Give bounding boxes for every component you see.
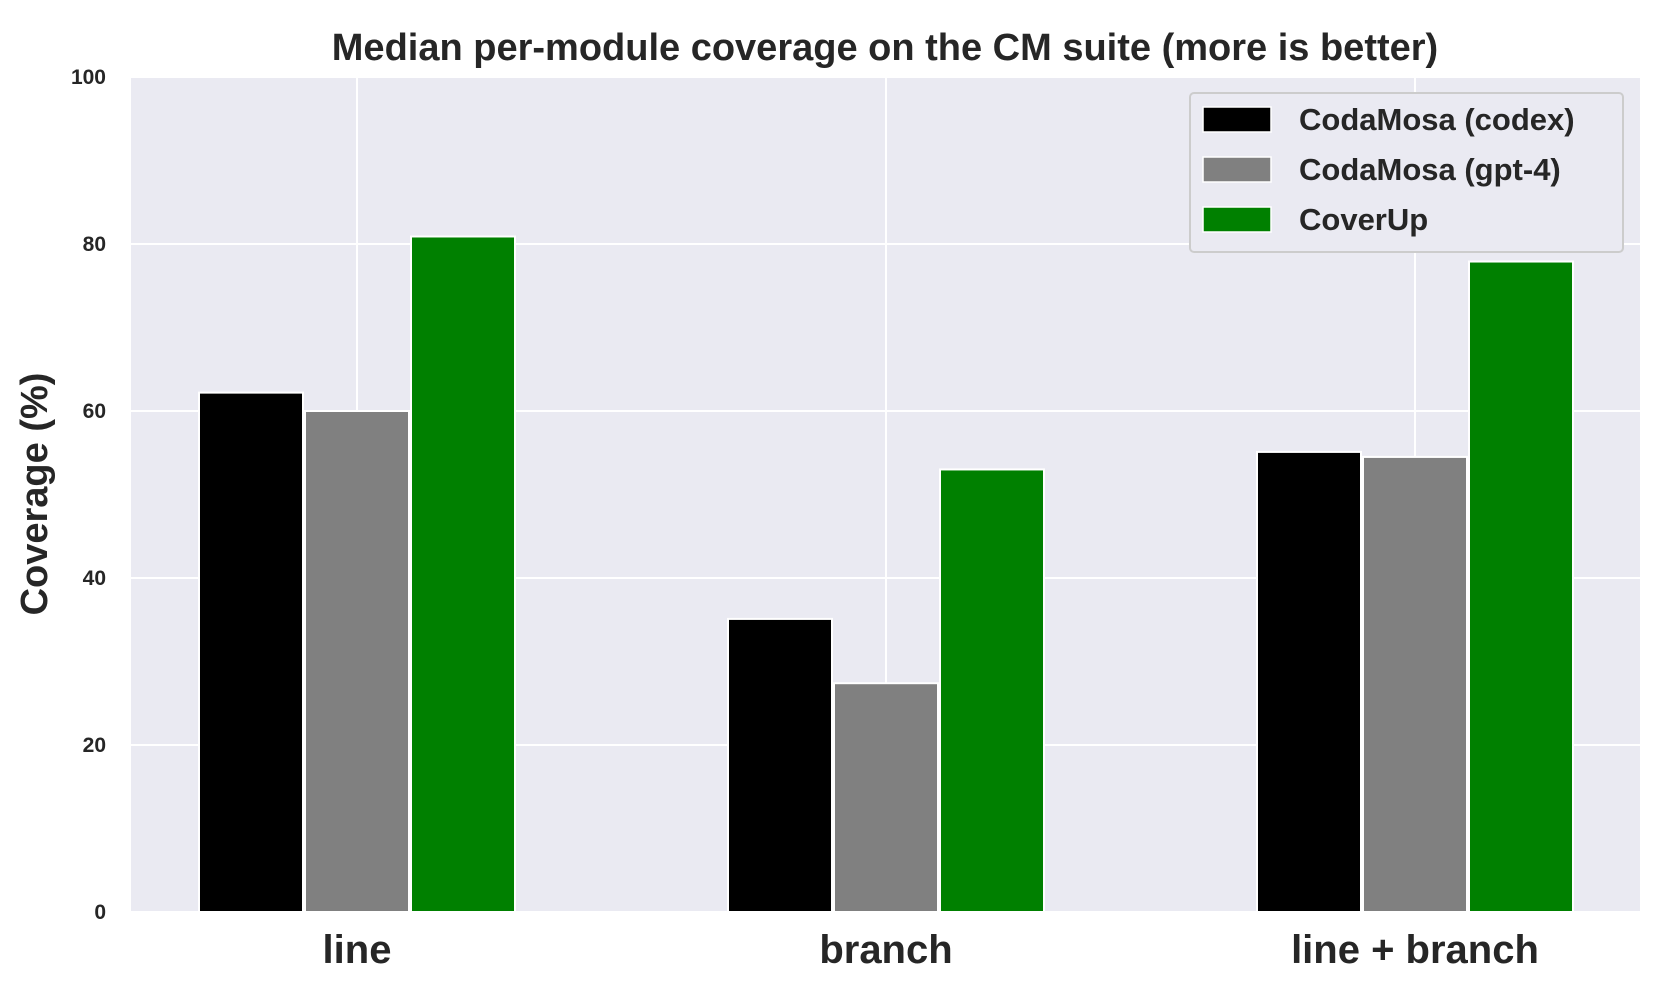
y-tick-labels: 0 20 40 60 80 100 <box>71 66 106 924</box>
y-tick-label: 0 <box>94 901 106 924</box>
x-tick-label: line <box>323 928 392 972</box>
x-tick-label: branch <box>819 928 952 972</box>
bar-1-2 <box>1362 455 1468 913</box>
legend-label-1: CodaMosa (gpt-4) <box>1299 152 1561 187</box>
bar-1-1 <box>833 682 939 914</box>
legend-box <box>1189 92 1624 253</box>
bar-2-0 <box>410 235 516 914</box>
legend-label-0: CodaMosa (codex) <box>1299 102 1575 137</box>
legend-swatch-0 <box>1202 106 1272 133</box>
x-tick-labels: line branch line + branch <box>323 928 1539 972</box>
bar-0-1 <box>727 617 833 913</box>
legend-label-2: CoverUp <box>1299 202 1428 237</box>
legend-swatch-1 <box>1202 156 1272 183</box>
legend: CodaMosa (codex) CodaMosa (gpt-4) CoverUp <box>1189 92 1624 253</box>
bar-1-0 <box>304 410 410 913</box>
bar-2-2 <box>1468 260 1574 914</box>
y-axis-label: Coverage (%) <box>14 373 56 616</box>
y-tick-label: 40 <box>83 567 106 590</box>
y-tick-label: 100 <box>71 66 106 89</box>
bar-0-2 <box>1256 450 1362 913</box>
y-tick-label: 60 <box>83 400 106 423</box>
bars-group <box>198 235 1574 914</box>
legend-swatch-2 <box>1202 206 1272 233</box>
bar-2-1 <box>939 468 1045 913</box>
y-tick-label: 20 <box>83 734 106 757</box>
y-tick-label: 80 <box>83 233 106 256</box>
chart-title: Median per-module coverage on the CM sui… <box>332 27 1438 69</box>
x-tick-label: line + branch <box>1291 928 1539 972</box>
bar-0-0 <box>198 391 304 913</box>
